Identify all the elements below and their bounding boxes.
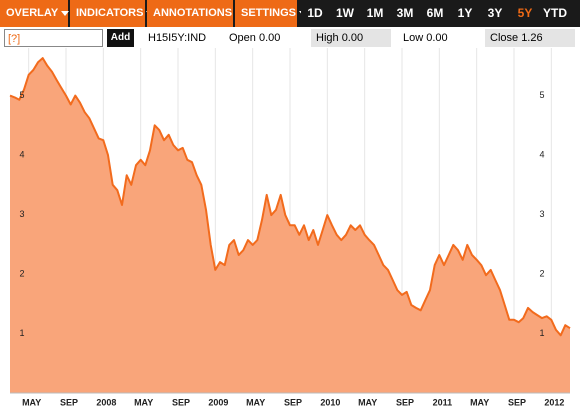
quote-label: Close — [490, 32, 519, 44]
x-tick-label: MAY — [22, 397, 41, 407]
x-tick-label: 2008 — [96, 397, 116, 407]
y-tick-label-right: 5 — [539, 90, 544, 100]
x-tick-label: SEP — [396, 397, 414, 407]
range-button[interactable]: 3M — [391, 0, 419, 27]
range-button[interactable]: 5Y — [511, 0, 539, 27]
x-tick-label: 2011 — [433, 397, 453, 407]
quote-value: 0.00 — [426, 32, 448, 44]
menu-button[interactable]: INDICATORS — [70, 0, 145, 27]
quote-label: Low — [403, 32, 424, 44]
menu-button[interactable]: ANNOTATIONS — [147, 0, 233, 27]
y-tick-label-right: 3 — [539, 209, 544, 219]
range-button[interactable]: 1M — [361, 0, 389, 27]
y-tick-label: 4 — [19, 149, 24, 159]
quote: Close 1.26 — [485, 29, 575, 47]
x-tick-label: 2012 — [544, 397, 564, 407]
range-button[interactable]: 6M — [421, 0, 449, 27]
range-button[interactable]: 1D — [301, 0, 329, 27]
quote: Low 0.00 — [398, 29, 478, 47]
x-tick-label: SEP — [508, 397, 526, 407]
x-tick-label: MAY — [470, 397, 489, 407]
quote-label: Open — [229, 32, 256, 44]
menu-button[interactable]: SETTINGS — [235, 0, 297, 27]
symbol-input[interactable]: [?] — [4, 29, 103, 47]
range-button[interactable]: YTD — [541, 0, 569, 27]
x-tick-label: MAY — [246, 397, 265, 407]
x-tick-label: MAY — [358, 397, 377, 407]
quote-value: 0.00 — [341, 32, 364, 44]
range-button[interactable]: 3Y — [481, 0, 509, 27]
y-tick-label: 2 — [19, 268, 24, 278]
y-tick-label-right: 4 — [539, 149, 544, 159]
x-tick-label: SEP — [60, 397, 78, 407]
quote: Open 0.00 — [224, 29, 304, 47]
quote-value: 0.00 — [258, 32, 281, 44]
ticker: H15I5Y:IND — [148, 32, 207, 44]
x-tick-label: SEP — [284, 397, 302, 407]
y-tick-label: 3 — [19, 209, 24, 219]
quote: High 0.00 — [311, 29, 391, 47]
line — [9, 57, 571, 337]
add-button[interactable]: Add — [107, 29, 134, 47]
y-tick-label-right: 1 — [539, 328, 544, 338]
y-tick-label-right: 2 — [539, 268, 544, 278]
y-tick-label: 1 — [19, 328, 24, 338]
toolbar: OVERLAY INDICATORS ANNOTATIONS SETTINGS 1D 1W… — [0, 0, 580, 27]
x-tick-label: 2009 — [208, 397, 228, 407]
menu-button[interactable]: OVERLAY — [0, 0, 68, 27]
quote-value: 1.26 — [521, 32, 543, 44]
range-button[interactable]: 1Y — [451, 0, 479, 27]
quote-label: High — [316, 32, 339, 44]
x-tick-label: 2010 — [320, 397, 340, 407]
symbol-bar: [?] Add H15I5Y:IND Open 0.00 High 0.00 Low… — [0, 27, 580, 49]
range-button[interactable]: 1W — [331, 0, 359, 27]
x-tick-label: MAY — [134, 397, 153, 407]
y-tick-label: 5 — [19, 90, 24, 100]
x-tick-label: SEP — [172, 397, 190, 407]
